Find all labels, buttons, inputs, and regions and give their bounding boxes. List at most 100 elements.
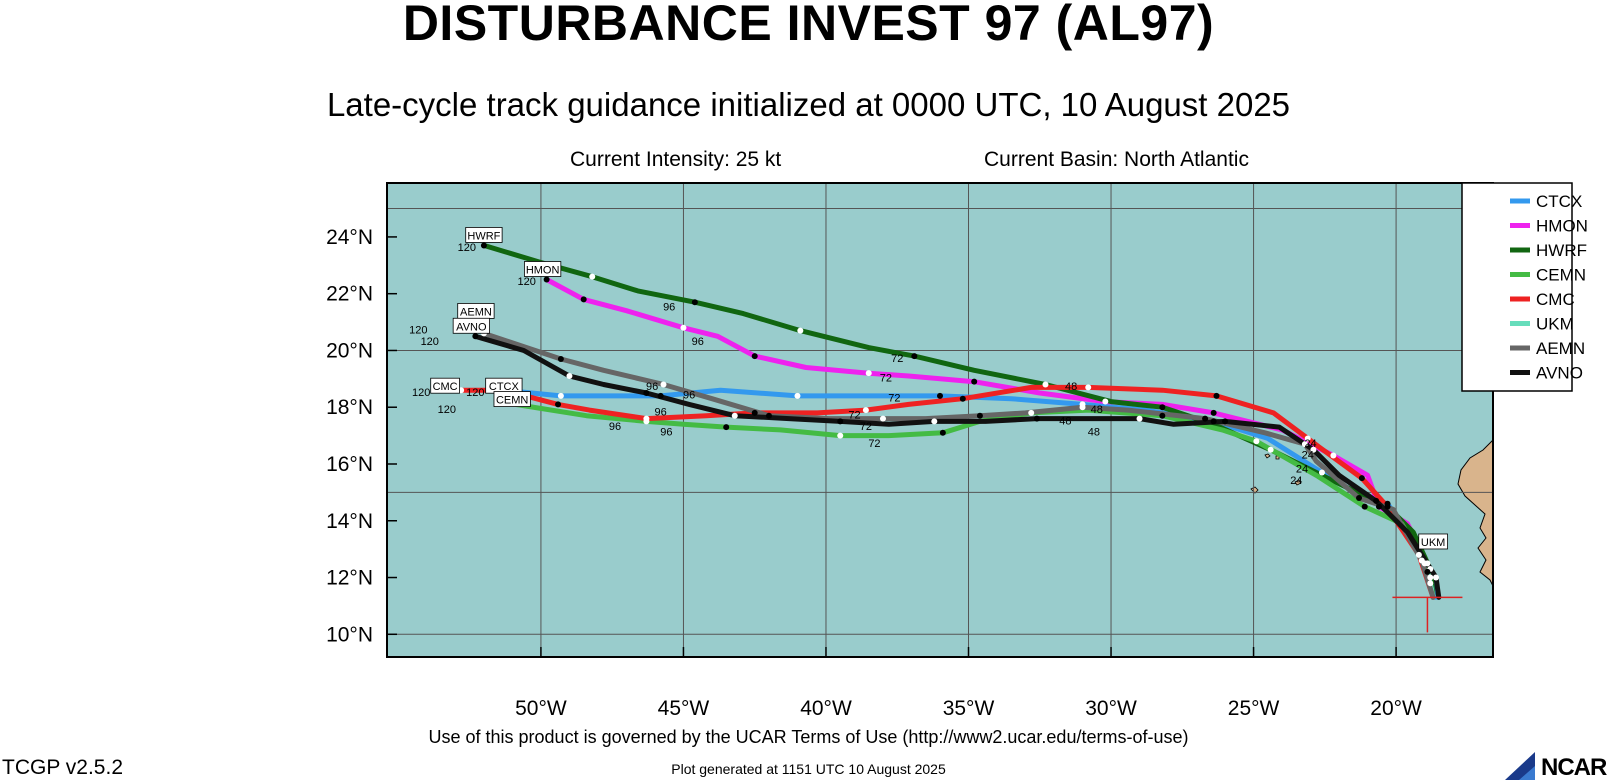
track-point-hmon [865,370,872,377]
track-point-cemn [1361,503,1368,510]
track-point-avno [472,333,479,340]
model-tag-cmc: CMC [430,377,460,394]
forecast-hour-label: 96 [660,427,672,439]
track-point-hwrf [1042,381,1049,388]
legend-item-ukm: UKM [1536,315,1574,334]
legend-box [1461,182,1573,392]
plot-generated: Plot generated at 1151 UTC 10 August 202… [671,761,946,777]
forecast-hour-label: 120 [412,387,430,399]
track-point-cmc [1085,384,1092,391]
y-tick-label: 20°N [326,339,373,362]
track-point-avno [643,390,650,397]
track-point-cmc [1213,392,1220,399]
x-tick-label: 30°W [1085,697,1137,720]
terms-of-use[interactable]: Use of this product is governed by the U… [428,727,1189,747]
track-point-aemn [879,415,886,422]
track-point-aemn [557,355,564,362]
track-point-avno [1432,574,1439,581]
track-point-cemn [837,432,844,439]
forecast-hour-label: 24 [1302,449,1314,461]
forecast-hour-label: 72 [891,353,903,365]
y-tick-label: 12°N [326,567,373,590]
forecast-hour-label: 48 [1088,427,1100,439]
track-avno [472,333,1442,600]
forecast-hour-label: 48 [1091,404,1103,416]
x-tick-label: 20°W [1370,697,1422,720]
track-point-cemn [1253,438,1260,445]
model-tag-text: CMC [433,381,458,393]
track-point-hwrf [911,353,918,360]
track-point-avno [1310,446,1317,453]
track-point-cmc [959,395,966,402]
track-point-aemn [1079,404,1086,411]
forecast-hour-label: 24 [1290,475,1302,487]
legend: CTCX HMON HWRF CEMN CMC UKM AEMN AVNO [1461,182,1588,392]
track-point-avno [931,418,938,425]
track-point-hmon [1330,452,1337,459]
current-basin: Current Basin: North Atlantic [984,148,1249,171]
version-label: TCGP v2.5.2 [2,756,123,779]
forecast-hour-label: 48 [1059,415,1071,427]
track-point-aemn [1301,441,1308,448]
forecast-hour-label: 120 [517,276,535,288]
model-tag-text: HMON [526,265,560,277]
track-point-cemn [723,424,730,431]
forecast-hour-label: 120 [466,387,484,399]
y-tick-label: 16°N [326,453,373,476]
track-point-cmc [643,415,650,422]
track-point-avno [1222,418,1229,425]
track-point-cmc [1304,435,1311,442]
track-point-cemn [1159,412,1166,419]
y-tick-label: 18°N [326,396,373,419]
model-tag-text: CEMN [496,395,528,407]
model-tag-ctcx: CTCX [485,377,523,394]
forecast-hour-label: 72 [880,373,892,385]
model-tag-hwrf: HWRF [465,227,503,243]
x-axis-ticks: 50°W 45°W 40°W 35°W 30°W 25°W 20°W [515,647,1422,720]
map-frame [386,182,1494,658]
chart-title: DISTURBANCE INVEST 97 (AL97) [402,0,1215,51]
chart-subtitle: Late-cycle track guidance initialized at… [326,86,1291,123]
y-tick-label: 24°N [326,226,373,249]
model-tag-hmon: HMON [524,261,562,277]
model-tag-text: UKM [1421,537,1445,549]
y-tick-label: 14°N [326,510,373,533]
forecast-hour-label: 72 [860,421,872,433]
track-point-cemn [939,429,946,436]
track-point-hwrf [1159,404,1166,411]
legend-item-ctcx: CTCX [1536,192,1582,211]
track-point-aemn [1356,495,1363,502]
y-axis-ticks: 10°N 12°N 14°N 16°N 18°N 20°N 22°N 24°N [326,226,397,646]
current-position-marker [1392,596,1463,633]
forecast-hour-label: 96 [609,421,621,433]
track-point-hwrf [1384,503,1391,510]
track-point-hmon [543,276,550,283]
track-point-ctcx [557,392,564,399]
track-point-avno [837,418,844,425]
track-point-ukm [1427,580,1434,587]
track-cemn [495,399,1436,600]
model-tag-text: AEMN [460,306,492,318]
track-point-ctcx [1318,469,1325,476]
track-point-aemn [660,381,667,388]
y-tick-label: 22°N [326,283,373,306]
track-point-avno [1373,497,1380,504]
track-point-ctcx [937,392,943,399]
track-point-cmc [751,409,758,416]
model-tag-text: HWRF [467,230,500,242]
track-point-aemn [976,412,983,419]
model-tag-cemn: CEMN [493,391,531,407]
track-point-hwrf [691,299,698,306]
model-tag-text: AVNO [456,321,487,333]
track-point-hmon [680,324,687,331]
track-point-hmon [971,378,978,385]
track-point-avno [566,373,573,380]
cape-verde-islands [1250,453,1302,494]
legend-item-cemn: CEMN [1536,266,1586,285]
track-point-cmc [1415,551,1422,558]
model-tag-ukm: UKM [1418,533,1448,550]
track-point-hwrf [480,242,487,249]
track-cmc [458,384,1436,600]
current-intensity: Current Intensity: 25 kt [570,148,782,171]
